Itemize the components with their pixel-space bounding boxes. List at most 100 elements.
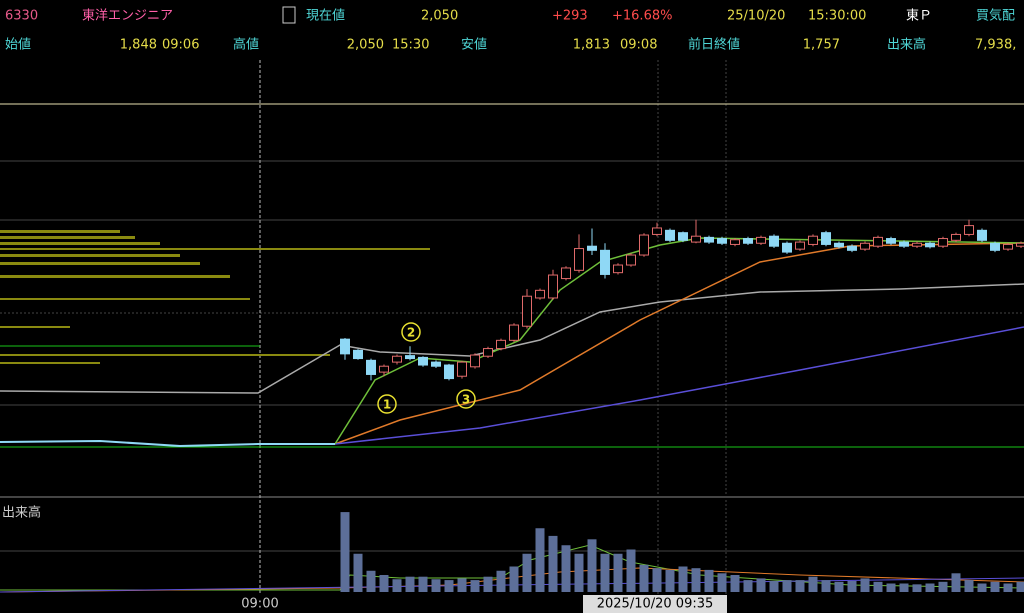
volume-bar <box>652 568 662 592</box>
volume-bar <box>990 581 1000 592</box>
label: 買気配 <box>976 8 1015 24</box>
volume-bar <box>912 584 922 592</box>
volume-bar <box>444 580 454 592</box>
candle-body <box>392 355 402 363</box>
candle-body <box>587 245 597 251</box>
candle-body <box>548 274 558 299</box>
volume-bar <box>366 570 376 592</box>
candle-body <box>431 361 441 367</box>
value: 1,848 <box>120 38 157 53</box>
candle-body <box>782 242 792 253</box>
volume-bar <box>678 566 688 592</box>
volume-bar <box>613 553 623 592</box>
candle-body <box>561 267 571 280</box>
date: 25/10/20 <box>727 9 785 24</box>
volume-bar <box>977 583 987 592</box>
change-pct: +16.68% <box>612 9 672 24</box>
candle-body <box>626 254 636 266</box>
candle-body <box>704 236 714 243</box>
candle-body <box>509 324 519 341</box>
candle-body <box>899 241 909 247</box>
volume-bar <box>795 580 805 592</box>
volume-bar <box>808 576 818 592</box>
candle-body <box>1016 242 1024 247</box>
candle-body <box>743 238 753 244</box>
candle-body <box>652 227 662 235</box>
moving-average <box>334 237 1024 445</box>
grid <box>0 60 1024 595</box>
volume-bar <box>665 569 675 592</box>
candle-body <box>496 339 506 350</box>
candle-body <box>418 356 428 366</box>
candle-body <box>821 232 831 245</box>
volume-bar <box>548 535 558 592</box>
candle-body <box>938 238 948 247</box>
candle-body <box>873 236 883 247</box>
svg-text:2: 2 <box>407 326 415 340</box>
price: 2,050 <box>421 9 458 24</box>
time: 15:30 <box>392 38 429 53</box>
candle-body <box>808 235 818 245</box>
change: +293 <box>552 9 588 24</box>
volume-bar <box>704 569 714 592</box>
volume-bar <box>626 549 636 592</box>
volume-bar <box>522 553 532 592</box>
candle-body <box>457 361 467 377</box>
candle-body <box>522 295 532 327</box>
code: 6330 <box>5 9 38 24</box>
label: 高値 <box>233 37 259 53</box>
label: 安値 <box>461 37 487 53</box>
icon[interactable] <box>282 6 296 24</box>
volume-bar <box>860 578 870 592</box>
candle-body <box>717 238 727 244</box>
volume-bar <box>639 564 649 592</box>
volume-bar <box>561 545 571 592</box>
volume-bar <box>756 578 766 592</box>
volume-bar <box>483 576 493 592</box>
candle-body <box>340 338 350 355</box>
time: 09:08 <box>620 38 657 53</box>
candle-body <box>769 235 779 247</box>
volume-bar <box>574 553 584 592</box>
volume-profile <box>0 230 430 364</box>
moving-average <box>0 283 1024 394</box>
label: 始値 <box>5 37 31 53</box>
volume-bar <box>769 580 779 592</box>
volume-bar <box>470 580 480 592</box>
candle-body <box>639 234 649 256</box>
volume-bar <box>418 576 428 592</box>
volume-bar <box>392 579 402 592</box>
name: 東洋エンジニア <box>82 8 173 24</box>
volume-bar <box>1003 583 1013 592</box>
volume-bar <box>782 580 792 592</box>
candle-body <box>379 365 389 373</box>
time: 15:30:00 <box>808 9 866 24</box>
candle-body <box>756 236 766 244</box>
label: 現在値 <box>306 8 345 24</box>
volume-bar <box>717 573 727 592</box>
volume-bar <box>587 539 597 592</box>
candle-body <box>977 229 987 241</box>
volume-bar <box>886 583 896 592</box>
volume-bar <box>509 566 519 592</box>
candle-body <box>951 233 961 241</box>
volume-bar <box>834 581 844 592</box>
candle-body <box>886 238 896 244</box>
candle-body <box>795 241 805 250</box>
candle-body <box>600 249 610 275</box>
candle-body <box>1003 243 1013 250</box>
plot <box>340 219 1024 592</box>
candle-body <box>353 349 363 360</box>
volume-bar <box>1016 581 1024 592</box>
candle-body <box>860 242 870 250</box>
volume-average <box>0 567 1024 593</box>
candle-body <box>535 289 545 299</box>
volume-bar <box>691 568 701 592</box>
candle-body <box>574 248 584 271</box>
cursor-label: 2025/10/20 09:35 <box>597 597 714 612</box>
annotation-markers <box>377 322 476 414</box>
value: 1,813 <box>573 38 610 53</box>
volume-bar <box>925 583 935 592</box>
